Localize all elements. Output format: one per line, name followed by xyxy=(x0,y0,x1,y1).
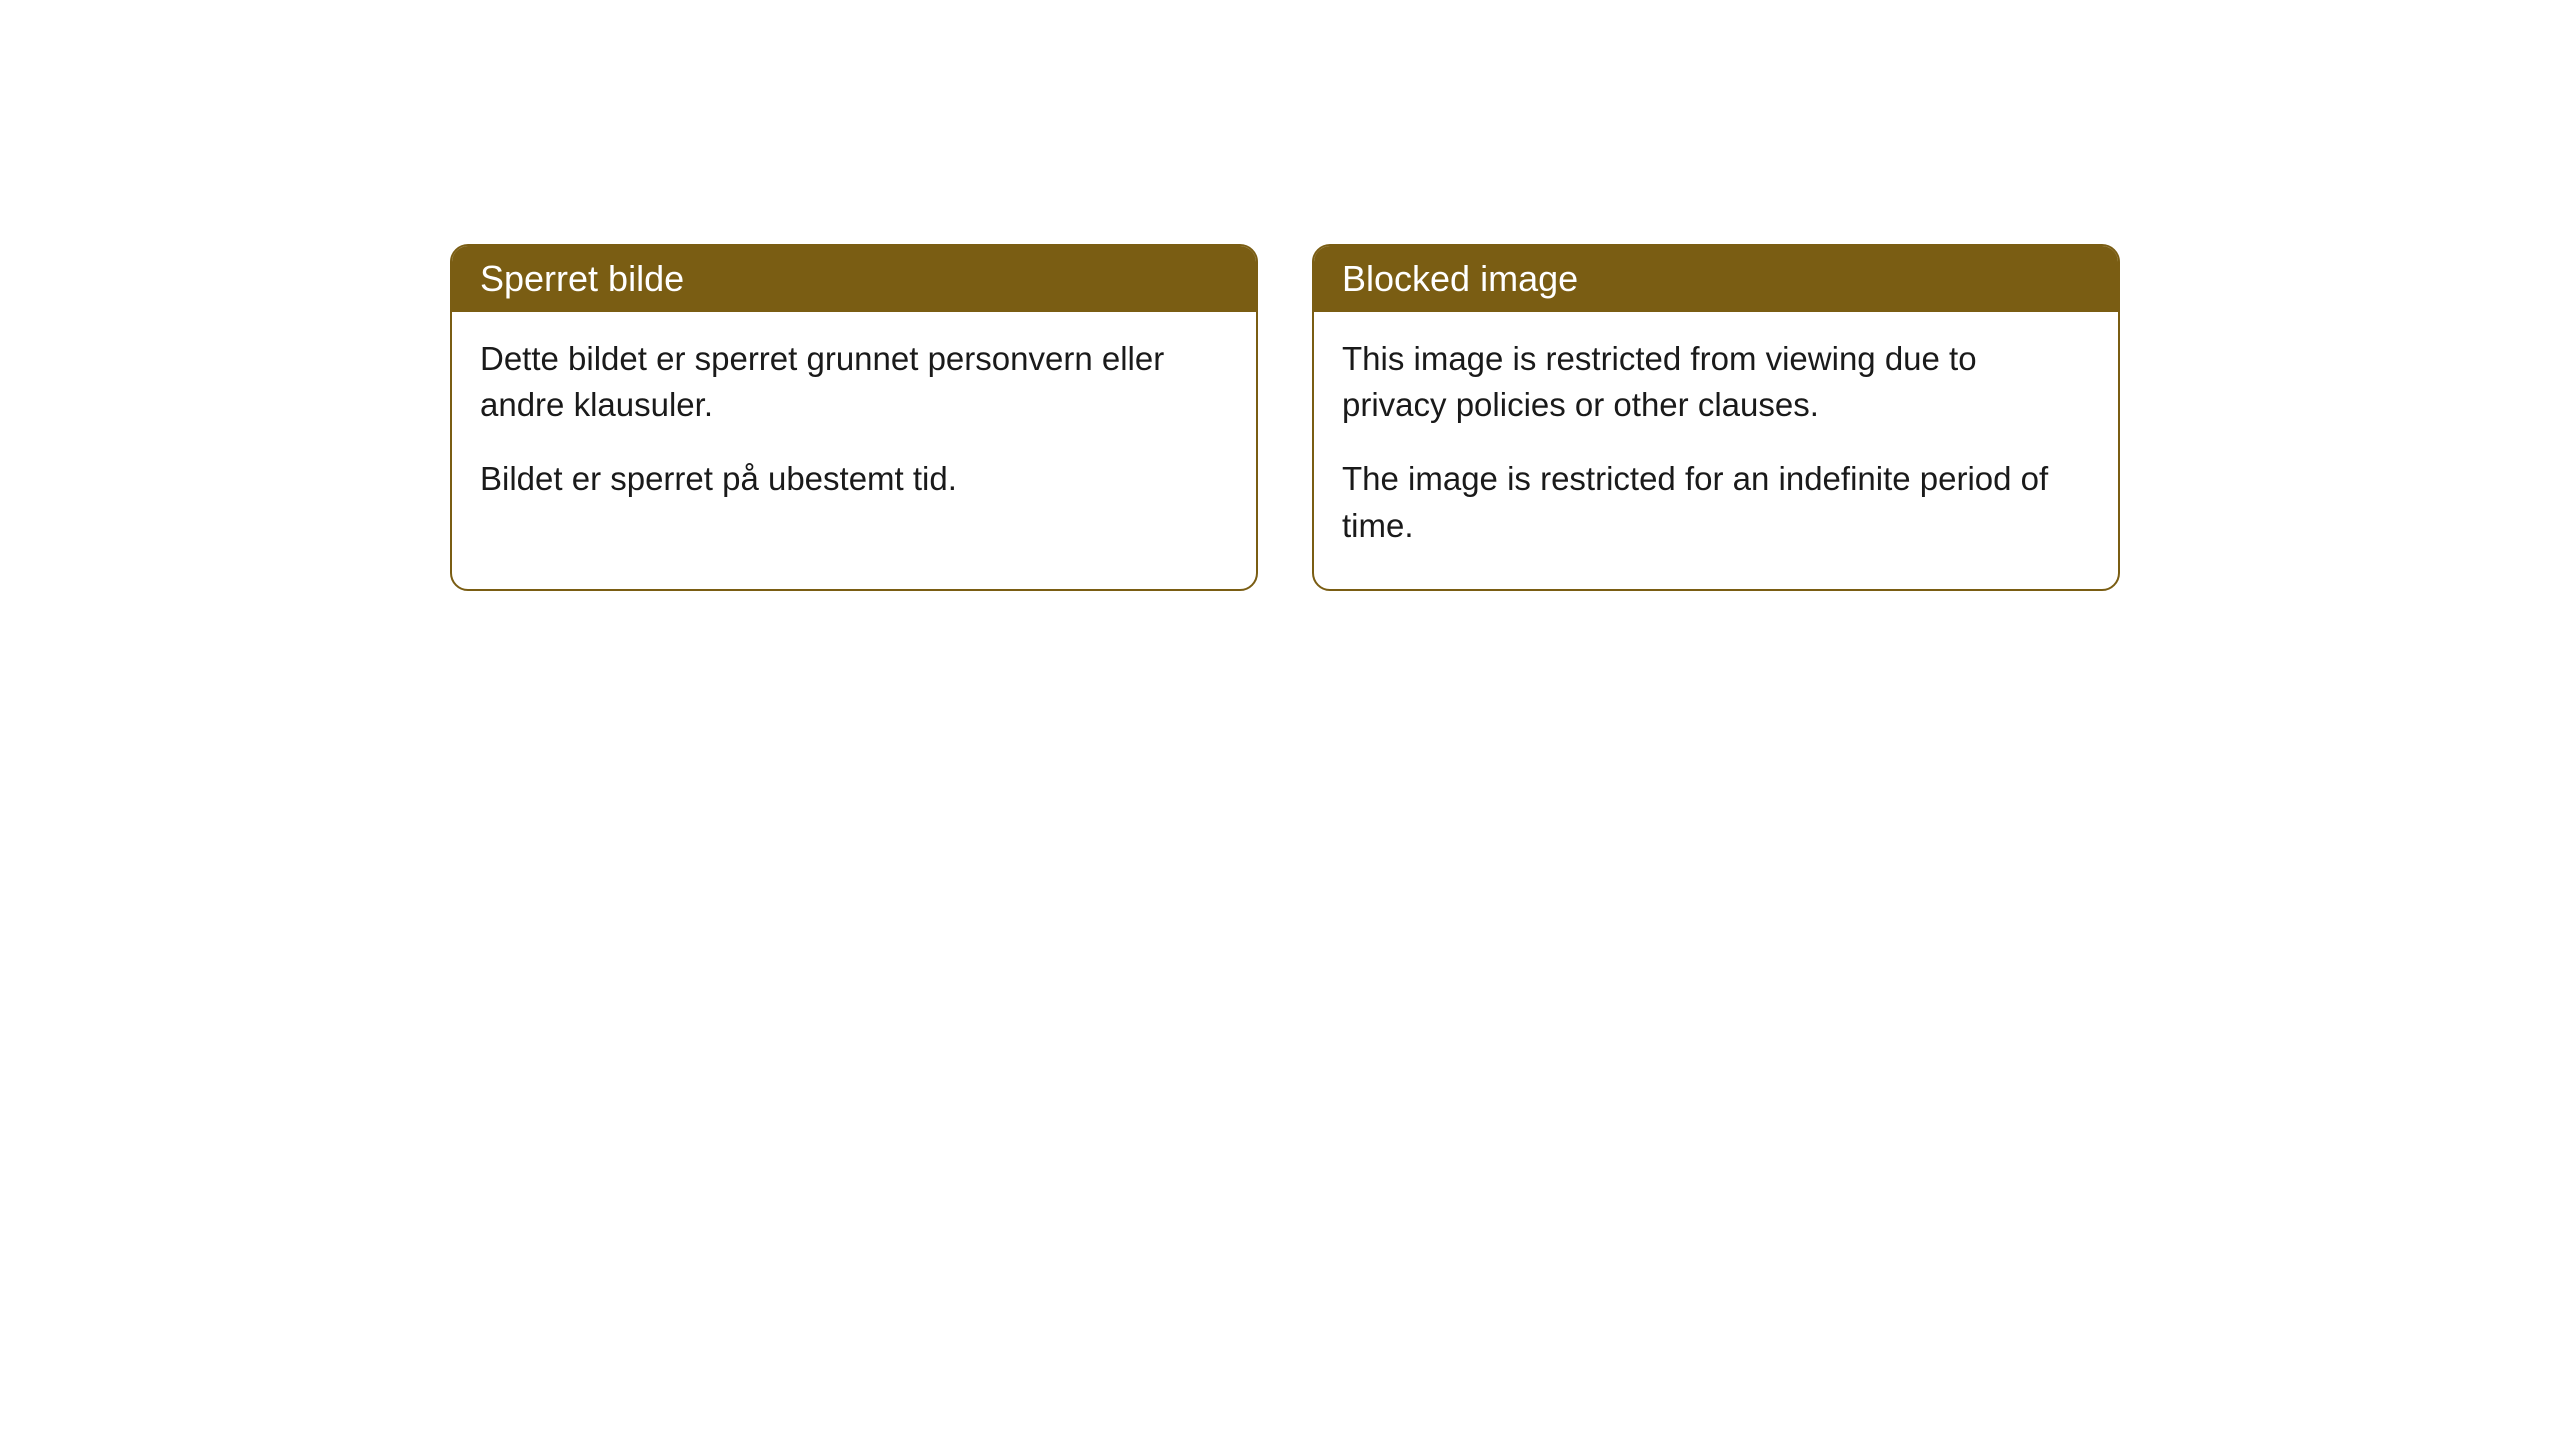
card-paragraph: This image is restricted from viewing du… xyxy=(1342,336,2090,428)
card-title: Sperret bilde xyxy=(480,258,684,299)
card-paragraph: Bildet er sperret på ubestemt tid. xyxy=(480,456,1228,502)
notice-card-norwegian: Sperret bilde Dette bildet er sperret gr… xyxy=(450,244,1258,591)
card-header: Blocked image xyxy=(1314,246,2118,312)
card-paragraph: The image is restricted for an indefinit… xyxy=(1342,456,2090,548)
notice-card-english: Blocked image This image is restricted f… xyxy=(1312,244,2120,591)
card-body: Dette bildet er sperret grunnet personve… xyxy=(452,312,1256,543)
card-body: This image is restricted from viewing du… xyxy=(1314,312,2118,589)
card-header: Sperret bilde xyxy=(452,246,1256,312)
card-title: Blocked image xyxy=(1342,258,1578,299)
card-paragraph: Dette bildet er sperret grunnet personve… xyxy=(480,336,1228,428)
notice-cards-container: Sperret bilde Dette bildet er sperret gr… xyxy=(450,244,2120,591)
